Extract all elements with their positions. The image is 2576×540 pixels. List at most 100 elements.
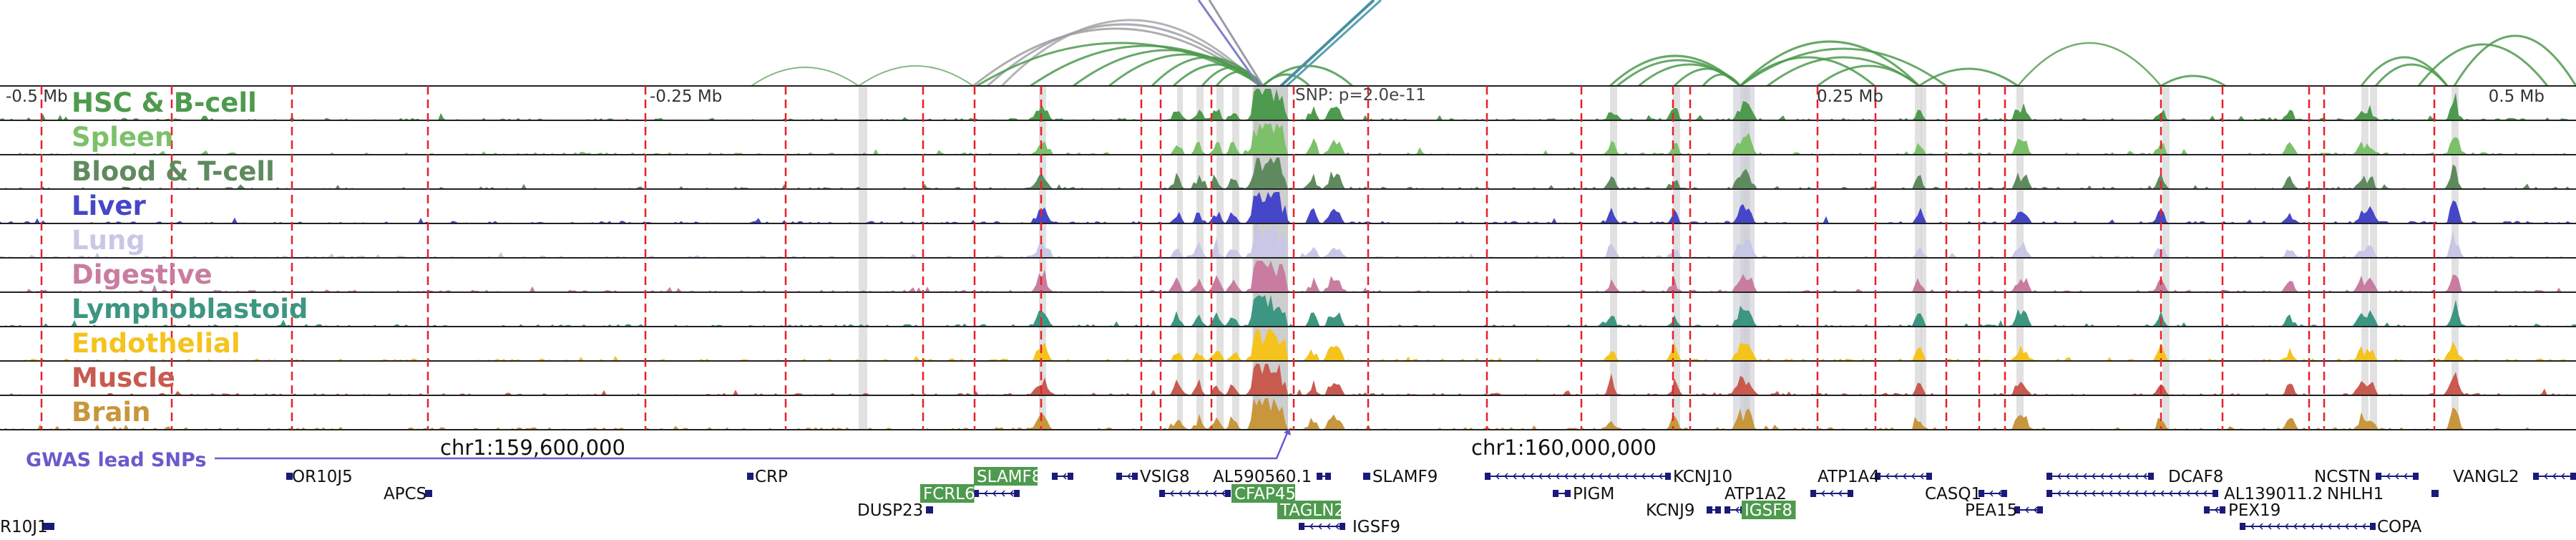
gene-exon: [1485, 473, 1491, 480]
track-label: Spleen: [72, 122, 173, 153]
gene-exon: [973, 490, 979, 497]
strand-arrow: [2099, 473, 2104, 480]
gene-exon: [1225, 490, 1231, 497]
strand-arrow: [2024, 506, 2029, 514]
gene-exon: [1317, 473, 1322, 480]
strand-arrow: [2074, 473, 2079, 480]
strand-arrow: [1178, 490, 1183, 497]
gene-label: PEA15: [1965, 501, 2017, 520]
strand-arrow: [2353, 523, 2358, 530]
gene-exon: [2014, 506, 2020, 514]
gene-exon: [2001, 490, 2007, 497]
strand-arrow: [1919, 473, 1924, 480]
gwas-label: GWAS lead SNPs: [26, 449, 206, 471]
track-label: Lymphoblastoid: [72, 294, 308, 324]
gene-label: NCSTN: [2314, 468, 2371, 486]
strand-arrow: [2125, 490, 2130, 497]
strand-arrow: [1326, 523, 1331, 530]
red-markers: [40, 86, 2436, 430]
loop-arc: [986, 23, 1261, 87]
track-label: Brain: [72, 397, 150, 428]
loop-arc: [2453, 34, 2576, 87]
loop-arc: [1702, 73, 1742, 87]
strand-arrow: [1521, 473, 1526, 480]
loop-arc: [1817, 64, 1920, 87]
strand-arrow: [2250, 523, 2255, 530]
track-label: HSC & B-cell: [72, 87, 257, 118]
strand-arrow: [2394, 473, 2399, 480]
gene-label: VSIG8: [1140, 468, 1190, 486]
gene-exon: [1325, 473, 1331, 480]
gene-exon: [1553, 490, 1558, 497]
loop-arc: [1000, 19, 1261, 87]
strand-arrow: [1538, 473, 1543, 480]
gene-exon: [2148, 473, 2154, 480]
gene-label: NHLH1: [2327, 485, 2384, 503]
strand-arrow: [2108, 490, 2113, 497]
gene-label: PIGM: [1573, 485, 1614, 503]
strand-arrow: [2065, 473, 2070, 480]
track-label: Lung: [72, 225, 145, 256]
strand-arrow: [2117, 473, 2122, 480]
loop-arc: [1739, 40, 1921, 87]
strand-arrow: [2560, 473, 2565, 480]
strand-arrow: [1589, 473, 1594, 480]
gene-exon: [1810, 490, 1816, 497]
strand-arrow: [2074, 490, 2079, 497]
strand-arrow: [1581, 473, 1586, 480]
gene-exon: [2046, 473, 2052, 480]
loop-arc: [858, 65, 974, 87]
loop-arc: [1279, 0, 1375, 87]
gene-label: IGSF8: [1745, 501, 1792, 520]
strand-arrow: [2134, 490, 2139, 497]
gene-label-highlight: [1231, 484, 1295, 503]
gene-label: DCAF8: [2168, 468, 2223, 486]
gene-exon: [748, 473, 753, 480]
loop-arc: [2374, 63, 2449, 87]
strand-arrow: [2033, 506, 2038, 514]
gene-label: KCNJ10: [1673, 468, 1732, 486]
gene-exon: [2570, 473, 2576, 480]
gene-exon: [2370, 523, 2376, 530]
strand-arrow: [1632, 473, 1637, 480]
strand-arrow: [2344, 523, 2349, 530]
strand-arrow: [1512, 473, 1517, 480]
strand-arrow: [1317, 523, 1322, 530]
strand-arrow: [2214, 506, 2219, 514]
strand-arrow: [1649, 473, 1654, 480]
gene-label: ATP1A2: [1724, 485, 1787, 503]
loop-arc: [2417, 43, 2549, 87]
gene-exon: [1365, 473, 1370, 480]
strand-arrow: [1126, 473, 1131, 480]
strand-arrow: [1546, 473, 1551, 480]
track-label: Liver: [72, 191, 146, 221]
track-labels: HSC & B-cell Spleen Blood & T-cell Liver…: [72, 87, 308, 428]
strand-arrow: [2065, 490, 2070, 497]
gene-exon: [1565, 490, 1571, 497]
strand-arrow: [1615, 473, 1620, 480]
strand-arrow: [1893, 473, 1898, 480]
strand-arrow: [1989, 490, 1994, 497]
gene-label: COPA: [2377, 518, 2422, 536]
strand-arrow: [2108, 473, 2113, 480]
strand-arrow: [2275, 523, 2280, 530]
strand-arrow: [992, 490, 997, 497]
gene-label: KCNJ9: [1646, 501, 1695, 520]
gene-exon: [2212, 490, 2218, 497]
strand-arrow: [1529, 473, 1534, 480]
axis-label: -0.5 Mb: [6, 87, 68, 106]
strand-arrow: [2082, 490, 2087, 497]
strand-arrow: [2091, 490, 2096, 497]
strand-arrow: [1309, 523, 1314, 530]
loop-arc: [1285, 0, 1382, 87]
strand-arrow: [1624, 473, 1629, 480]
gene-exon: [1715, 506, 1721, 514]
gene-exon: [1848, 490, 1853, 497]
strand-arrow: [2057, 490, 2062, 497]
strand-arrow: [1885, 473, 1890, 480]
gene-exon: [49, 523, 54, 530]
loop-arc: [2160, 74, 2226, 87]
chrom-label: chr1:160,000,000: [1471, 435, 1657, 460]
chrom-label: chr1:159,600,000: [440, 435, 625, 460]
gene-label-highlight: [1742, 501, 1796, 519]
